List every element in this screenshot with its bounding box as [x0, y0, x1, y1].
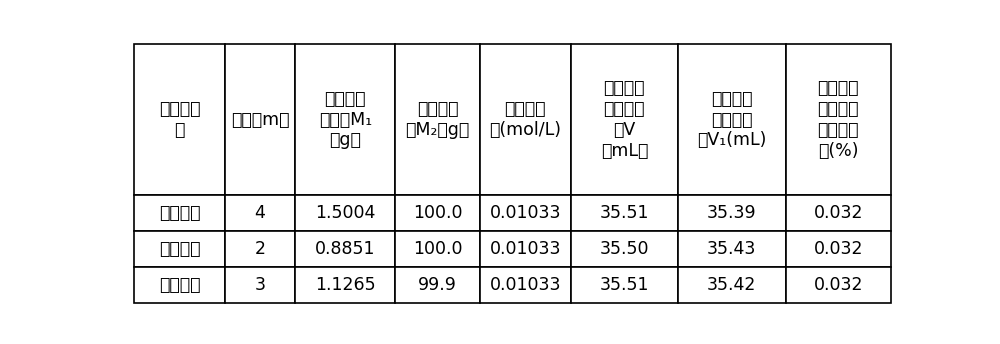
- Bar: [225, 231, 295, 267]
- Text: 空白消耗
硫代硫酸
钠V
（mL）: 空白消耗 硫代硫酸 钠V （mL）: [601, 79, 648, 160]
- Bar: [225, 267, 295, 303]
- Text: 0.8851: 0.8851: [315, 240, 376, 258]
- Bar: [480, 231, 571, 267]
- Bar: [225, 44, 295, 195]
- Text: 3: 3: [255, 276, 266, 294]
- Text: 4: 4: [255, 204, 266, 222]
- Text: 硫代硫酸
钠(mol/L): 硫代硫酸 钠(mol/L): [489, 100, 561, 139]
- Bar: [295, 44, 395, 195]
- Text: 原丝（m）: 原丝（m）: [231, 111, 289, 129]
- Text: 1.5004: 1.5004: [315, 204, 375, 222]
- Text: 35.43: 35.43: [707, 240, 757, 258]
- Text: 0.01033: 0.01033: [489, 276, 561, 294]
- Bar: [480, 267, 571, 303]
- Bar: [571, 267, 678, 303]
- Bar: [786, 195, 891, 231]
- Bar: [571, 231, 678, 267]
- Bar: [786, 231, 891, 267]
- Text: 35.42: 35.42: [707, 276, 757, 294]
- Text: 35.39: 35.39: [707, 204, 757, 222]
- Bar: [678, 267, 786, 303]
- Bar: [395, 267, 480, 303]
- Text: 水洗原丝
后质量M₁
（g）: 水洗原丝 后质量M₁ （g）: [319, 90, 372, 149]
- Bar: [678, 44, 786, 195]
- Bar: [134, 44, 225, 195]
- Bar: [571, 44, 678, 195]
- Bar: [295, 195, 395, 231]
- Bar: [571, 195, 678, 231]
- Bar: [395, 195, 480, 231]
- Bar: [480, 44, 571, 195]
- Text: 0.01033: 0.01033: [489, 204, 561, 222]
- Text: 2: 2: [255, 240, 266, 258]
- Text: 35.50: 35.50: [600, 240, 649, 258]
- Text: 0.032: 0.032: [813, 204, 863, 222]
- Text: 100.0: 100.0: [413, 240, 462, 258]
- Bar: [395, 44, 480, 195]
- Text: 0.01033: 0.01033: [489, 240, 561, 258]
- Text: 1.1265: 1.1265: [315, 276, 376, 294]
- Bar: [134, 195, 225, 231]
- Bar: [786, 267, 891, 303]
- Text: 0.032: 0.032: [813, 240, 863, 258]
- Bar: [225, 195, 295, 231]
- Text: 实施例编
号: 实施例编 号: [159, 100, 200, 139]
- Text: 100.0: 100.0: [413, 204, 462, 222]
- Bar: [678, 231, 786, 267]
- Bar: [134, 231, 225, 267]
- Bar: [134, 267, 225, 303]
- Bar: [395, 231, 480, 267]
- Text: 0.032: 0.032: [813, 276, 863, 294]
- Bar: [295, 231, 395, 267]
- Bar: [295, 267, 395, 303]
- Text: 99.9: 99.9: [418, 276, 457, 294]
- Text: 样品消耗
硫代硫酸
钠V₁(mL): 样品消耗 硫代硫酸 钠V₁(mL): [697, 90, 767, 149]
- Text: 亚矾水质
量M₂（g）: 亚矾水质 量M₂（g）: [406, 100, 470, 139]
- Text: 实施例二: 实施例二: [159, 240, 200, 258]
- Text: 聚丙烯腈
原丝中二
甲亚砜含
量(%): 聚丙烯腈 原丝中二 甲亚砜含 量(%): [817, 79, 859, 160]
- Bar: [678, 195, 786, 231]
- Text: 实施例三: 实施例三: [159, 276, 200, 294]
- Text: 实施例一: 实施例一: [159, 204, 200, 222]
- Text: 35.51: 35.51: [600, 276, 649, 294]
- Bar: [480, 195, 571, 231]
- Text: 35.51: 35.51: [600, 204, 649, 222]
- Bar: [786, 44, 891, 195]
